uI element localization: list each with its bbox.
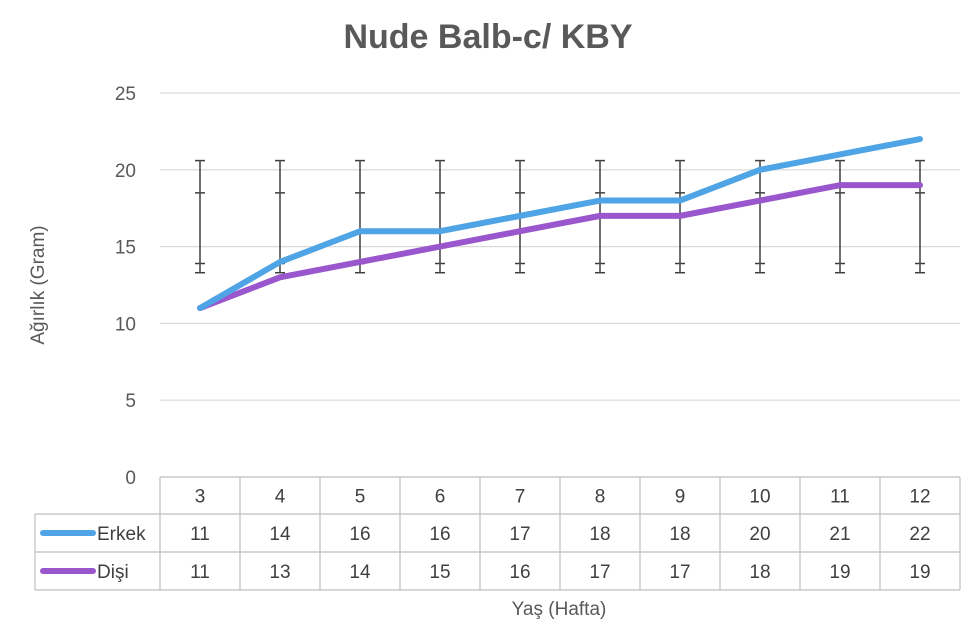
data-label: 19 bbox=[909, 562, 930, 583]
data-label: 17 bbox=[669, 562, 690, 583]
y-tick-label: 25 bbox=[115, 84, 136, 105]
data-label: 18 bbox=[589, 524, 610, 545]
error-bars bbox=[195, 159, 925, 274]
y-tick-label: 10 bbox=[115, 314, 136, 335]
data-label: 15 bbox=[429, 562, 450, 583]
data-label: 13 bbox=[269, 562, 290, 583]
data-table: 3 4 5 6 7 8 9 10 11 12 Erkek 11 14 16 16 17 18 18 20 21 22 Di… bbox=[34, 476, 961, 591]
legend-label: Erkek bbox=[97, 524, 146, 545]
y-tick-label: 0 bbox=[125, 468, 136, 489]
data-label: 14 bbox=[269, 524, 291, 545]
data-label: 11 bbox=[190, 524, 210, 545]
error-bar bbox=[435, 159, 445, 274]
data-label: 11 bbox=[190, 562, 210, 583]
x-tick-label: 5 bbox=[355, 487, 366, 508]
y-axis-title: Ağırlık (Gram) bbox=[28, 225, 49, 344]
error-bar bbox=[355, 159, 365, 274]
data-label: 19 bbox=[829, 562, 850, 583]
data-label: 16 bbox=[509, 562, 530, 583]
series-line-0 bbox=[197, 136, 923, 312]
x-tick-label: 3 bbox=[195, 487, 206, 508]
x-tick-label: 4 bbox=[275, 487, 286, 508]
data-label: 22 bbox=[909, 524, 930, 545]
error-bar bbox=[275, 159, 285, 274]
data-label: 17 bbox=[509, 524, 530, 545]
legend-label: Dişi bbox=[97, 562, 129, 583]
x-tick-label: 7 bbox=[515, 487, 526, 508]
series-line-1 bbox=[197, 182, 923, 312]
data-label: 16 bbox=[349, 524, 370, 545]
x-tick-label: 8 bbox=[595, 487, 606, 508]
gridlines bbox=[160, 92, 960, 401]
x-tick-label: 11 bbox=[830, 487, 850, 508]
series-lines bbox=[197, 136, 923, 312]
x-axis-title: Yaş (Hafta) bbox=[512, 599, 607, 620]
chart-title: Nude Balb-c/ KBY bbox=[343, 18, 632, 56]
error-bar bbox=[835, 159, 845, 274]
data-label: 18 bbox=[749, 562, 770, 583]
y-tick-label: 15 bbox=[115, 238, 136, 259]
y-axis-ticks: 0 5 10 15 20 25 bbox=[115, 84, 136, 489]
error-bar bbox=[755, 159, 765, 274]
x-tick-label: 10 bbox=[749, 487, 770, 508]
y-tick-label: 20 bbox=[115, 161, 136, 182]
x-tick-label: 6 bbox=[435, 487, 446, 508]
data-label: 17 bbox=[589, 562, 610, 583]
data-label: 16 bbox=[429, 524, 450, 545]
data-label: 18 bbox=[669, 524, 690, 545]
y-tick-label: 5 bbox=[125, 391, 136, 412]
data-label: 21 bbox=[829, 524, 850, 545]
data-label: 14 bbox=[349, 562, 371, 583]
error-bar bbox=[915, 159, 925, 274]
x-tick-label: 12 bbox=[909, 487, 930, 508]
error-bar bbox=[195, 159, 205, 274]
data-label: 20 bbox=[749, 524, 770, 545]
x-tick-label: 9 bbox=[675, 487, 686, 508]
